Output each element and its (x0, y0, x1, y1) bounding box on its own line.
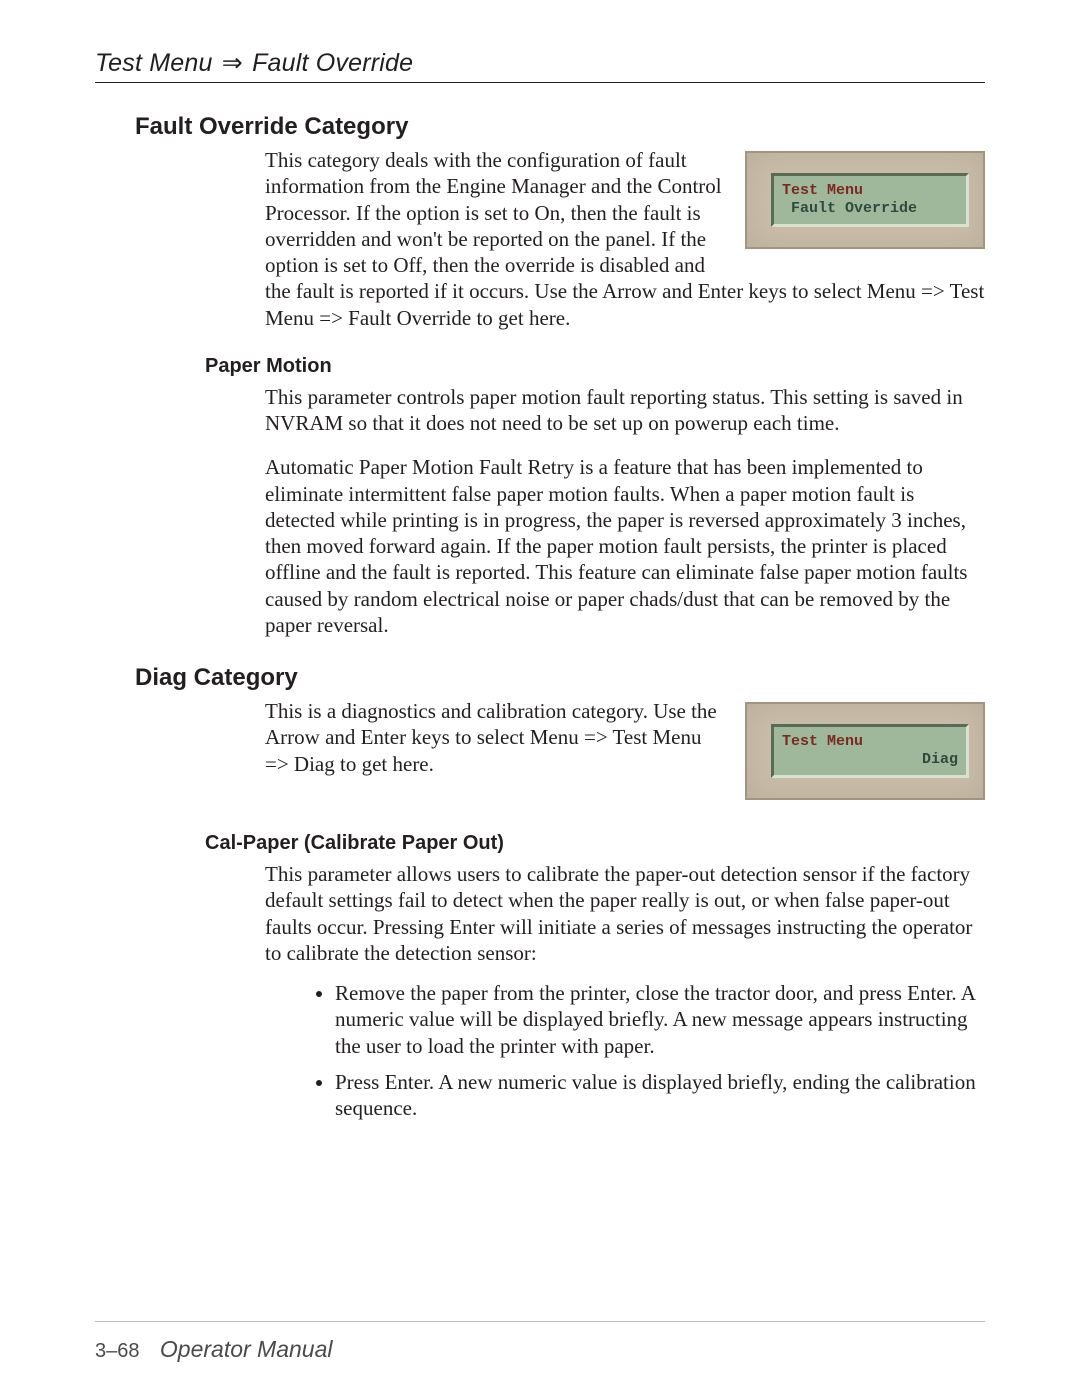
lcd-line-2: Fault Override (782, 200, 958, 218)
section-title-diag: Diag Category (135, 664, 985, 692)
breadcrumb-right: Fault Override (252, 49, 413, 77)
page-footer: 3–68 Operator Manual (95, 1336, 332, 1363)
fault-override-block: Test Menu Fault Override This category d… (265, 147, 985, 331)
manual-title: Operator Manual (160, 1336, 333, 1362)
lcd-panel-diag: Test Menu Diag (745, 702, 985, 800)
paper-motion-paragraph-1: This parameter controls paper motion fau… (265, 384, 985, 437)
breadcrumb-left: Test Menu (95, 49, 213, 77)
footer-rule (95, 1321, 985, 1322)
lcd-screen: Test Menu Fault Override (771, 173, 969, 227)
running-header: Test Menu ⇒ Fault Override (95, 48, 985, 83)
lcd-line-2: Diag (782, 751, 958, 769)
breadcrumb-arrow: ⇒ (220, 48, 245, 78)
lcd-line-1: Test Menu (782, 733, 958, 751)
section-title-fault-override: Fault Override Category (135, 113, 985, 141)
lcd-screen: Test Menu Diag (771, 724, 969, 778)
diag-block: Test Menu Diag This is a diagnostics and… (265, 698, 985, 808)
list-item: Remove the paper from the printer, close… (335, 980, 985, 1059)
cal-paper-bullets: Remove the paper from the printer, close… (305, 980, 985, 1121)
lcd-line-1: Test Menu (782, 182, 958, 200)
cal-paper-paragraph: This parameter allows users to calibrate… (265, 861, 985, 966)
page-number: 3–68 (95, 1340, 140, 1362)
subsection-title-paper-motion: Paper Motion (205, 355, 985, 378)
subsection-title-cal-paper: Cal-Paper (Calibrate Paper Out) (205, 832, 985, 855)
lcd-panel-fault-override: Test Menu Fault Override (745, 151, 985, 249)
paper-motion-paragraph-2: Automatic Paper Motion Fault Retry is a … (265, 454, 985, 638)
list-item: Press Enter. A new numeric value is disp… (335, 1069, 985, 1122)
